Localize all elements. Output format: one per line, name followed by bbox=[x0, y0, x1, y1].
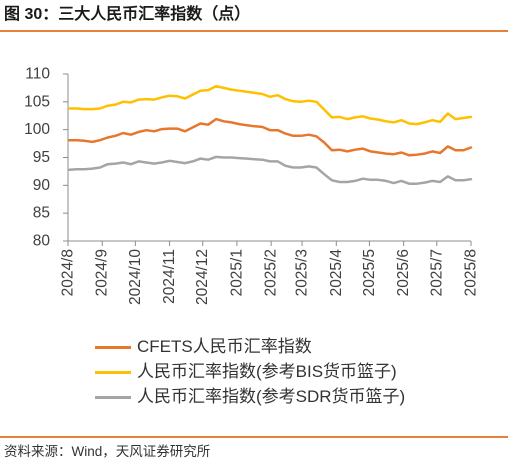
x-tick-label: 2024/11 bbox=[161, 249, 178, 304]
y-tick-label: 90 bbox=[33, 177, 51, 194]
series-line-cfets bbox=[67, 117, 473, 157]
source-rule bbox=[0, 436, 508, 438]
x-tick-label: 2025/1 bbox=[228, 249, 245, 296]
y-tick-label: 100 bbox=[24, 121, 50, 138]
series-line-sdr bbox=[67, 155, 473, 185]
legend-swatch bbox=[95, 395, 131, 399]
x-tick-label: 2025/5 bbox=[361, 249, 378, 296]
series-line-bis bbox=[67, 84, 473, 126]
y-tick-label: 85 bbox=[33, 205, 50, 222]
y-tick-label: 105 bbox=[24, 93, 50, 110]
x-tick-label: 2024/8 bbox=[60, 249, 77, 296]
y-tick-label: 110 bbox=[25, 66, 50, 83]
legend-item-sdr: 人民币汇率指数(参考SDR货币篮子) bbox=[95, 384, 455, 410]
x-tick-label: 2025/8 bbox=[463, 249, 480, 296]
legend-label: 人民币汇率指数(参考BIS货币篮子) bbox=[137, 362, 397, 381]
legend-label: CFETS人民币汇率指数 bbox=[137, 337, 312, 356]
x-tick-label: 2025/4 bbox=[328, 249, 345, 297]
title-rule bbox=[0, 30, 508, 32]
line-chart: 80 85 90 95 100 105 110 2024/8 2024/9 2024/10 2024… bbox=[24, 66, 480, 306]
x-tick-label: 2025/7 bbox=[428, 249, 445, 296]
legend-item-bis: 人民币汇率指数(参考BIS货币篮子) bbox=[95, 359, 455, 385]
x-tick-label: 2024/12 bbox=[194, 249, 211, 305]
y-tick-label: 95 bbox=[33, 149, 50, 166]
legend-label: 人民币汇率指数(参考SDR货币篮子) bbox=[137, 387, 406, 406]
x-tick-label: 2025/6 bbox=[395, 249, 412, 296]
x-tick-label: 2025/3 bbox=[294, 249, 311, 296]
legend-swatch bbox=[95, 345, 131, 349]
legend-swatch bbox=[95, 370, 131, 374]
x-tick-label: 2025/2 bbox=[263, 249, 280, 296]
figure-title: 图 30：三大人民币汇率指数（点） bbox=[4, 6, 251, 23]
y-tick-label: 80 bbox=[33, 233, 51, 250]
legend-item-cfets: CFETS人民币汇率指数 bbox=[95, 334, 455, 360]
source-note: 资料来源：Wind，天风证券研究所 bbox=[4, 444, 211, 459]
x-tick-label: 2024/10 bbox=[127, 249, 144, 305]
x-tick-label: 2024/9 bbox=[94, 249, 111, 296]
